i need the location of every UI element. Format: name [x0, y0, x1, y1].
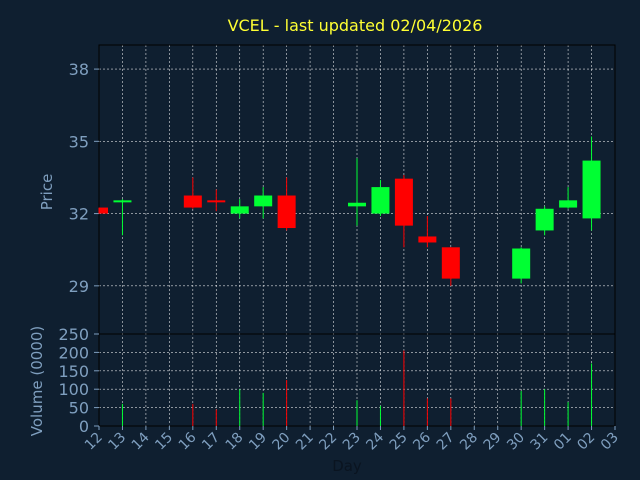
price-tick-label: 29: [69, 277, 89, 296]
x-tick-label: 26: [410, 429, 434, 453]
candle: [183, 177, 202, 209]
x-tick-label: 17: [199, 430, 223, 454]
candle-body: [99, 207, 108, 214]
x-tick-label: 22: [316, 430, 340, 454]
x-tick-label: 24: [363, 429, 387, 453]
x-tick-label: 31: [528, 430, 552, 454]
candle-body: [371, 187, 390, 214]
candle-body: [254, 195, 273, 207]
x-tick-label: 28: [457, 430, 481, 454]
candle: [98, 207, 108, 214]
volume-bars: [121, 350, 593, 426]
candle: [348, 158, 366, 226]
candle-body: [394, 178, 413, 226]
candle-body: [559, 200, 578, 208]
price-tick-label: 32: [69, 205, 89, 224]
candle: [441, 247, 460, 286]
x-tick-label: 16: [176, 429, 200, 453]
price-axis-label: Price: [38, 174, 56, 211]
volume-tick-label: 250: [58, 325, 89, 344]
volume-tick-label: 200: [58, 343, 89, 362]
candle: [418, 215, 437, 248]
x-tick-label: 18: [223, 430, 247, 454]
volume-tick-label: 50: [69, 399, 89, 418]
volume-axis-label: Volume (0000): [28, 326, 46, 436]
candle: [371, 179, 390, 216]
candle-body: [582, 160, 601, 219]
candle: [535, 206, 554, 236]
candle: [277, 177, 296, 231]
chart-title: VCEL - last updated 02/04/2026: [228, 16, 483, 35]
candle: [559, 187, 578, 209]
x-tick-label: 19: [246, 430, 270, 454]
x-tick-label: 14: [129, 429, 153, 453]
volume-tick-label: 150: [58, 362, 89, 381]
candle-body: [230, 206, 249, 214]
candle-body: [207, 200, 226, 203]
candle: [113, 199, 132, 236]
price-tick-label: 35: [69, 132, 89, 151]
x-tick-label: 01: [551, 430, 575, 454]
x-axis-ticks: 12 13 14 15 16 17 18 19 20 21 22 23 24 25 26 27 28 29 30 31…: [82, 426, 622, 453]
x-tick-label: 21: [293, 430, 317, 454]
candle: [512, 247, 531, 284]
candlesticks: [98, 136, 601, 286]
candle: [207, 189, 226, 212]
x-tick-label: 27: [434, 430, 458, 454]
candle-body: [535, 208, 554, 231]
price-tick-label: 38: [69, 60, 89, 79]
candle-body: [512, 248, 531, 279]
candle: [230, 199, 249, 219]
x-tick-label: 25: [387, 430, 411, 454]
candle-body: [418, 236, 437, 243]
x-tick-label: 20: [270, 430, 294, 454]
candle: [394, 175, 413, 248]
grid-lines: [98, 45, 616, 426]
candle-body: [183, 195, 202, 208]
candle: [254, 187, 273, 219]
x-tick-label: 15: [152, 430, 176, 454]
x-tick-label: 13: [105, 430, 129, 454]
x-tick-label: 29: [481, 430, 505, 454]
volume-tick-label: 100: [58, 380, 89, 399]
price-axis-ticks: 29 32 35 38: [69, 60, 99, 296]
x-tick-label: 30: [504, 430, 528, 454]
candle-body: [441, 247, 460, 279]
candle-body: [113, 200, 132, 203]
x-tick-label: 02: [574, 430, 598, 454]
x-tick-label: 03: [598, 430, 622, 454]
x-tick-label: 23: [340, 430, 364, 454]
candle-body: [277, 195, 296, 229]
x-axis-label: Day: [332, 457, 362, 475]
volume-tick-label: 0: [79, 417, 89, 436]
candle: [582, 136, 601, 231]
candle-body: [348, 202, 366, 207]
